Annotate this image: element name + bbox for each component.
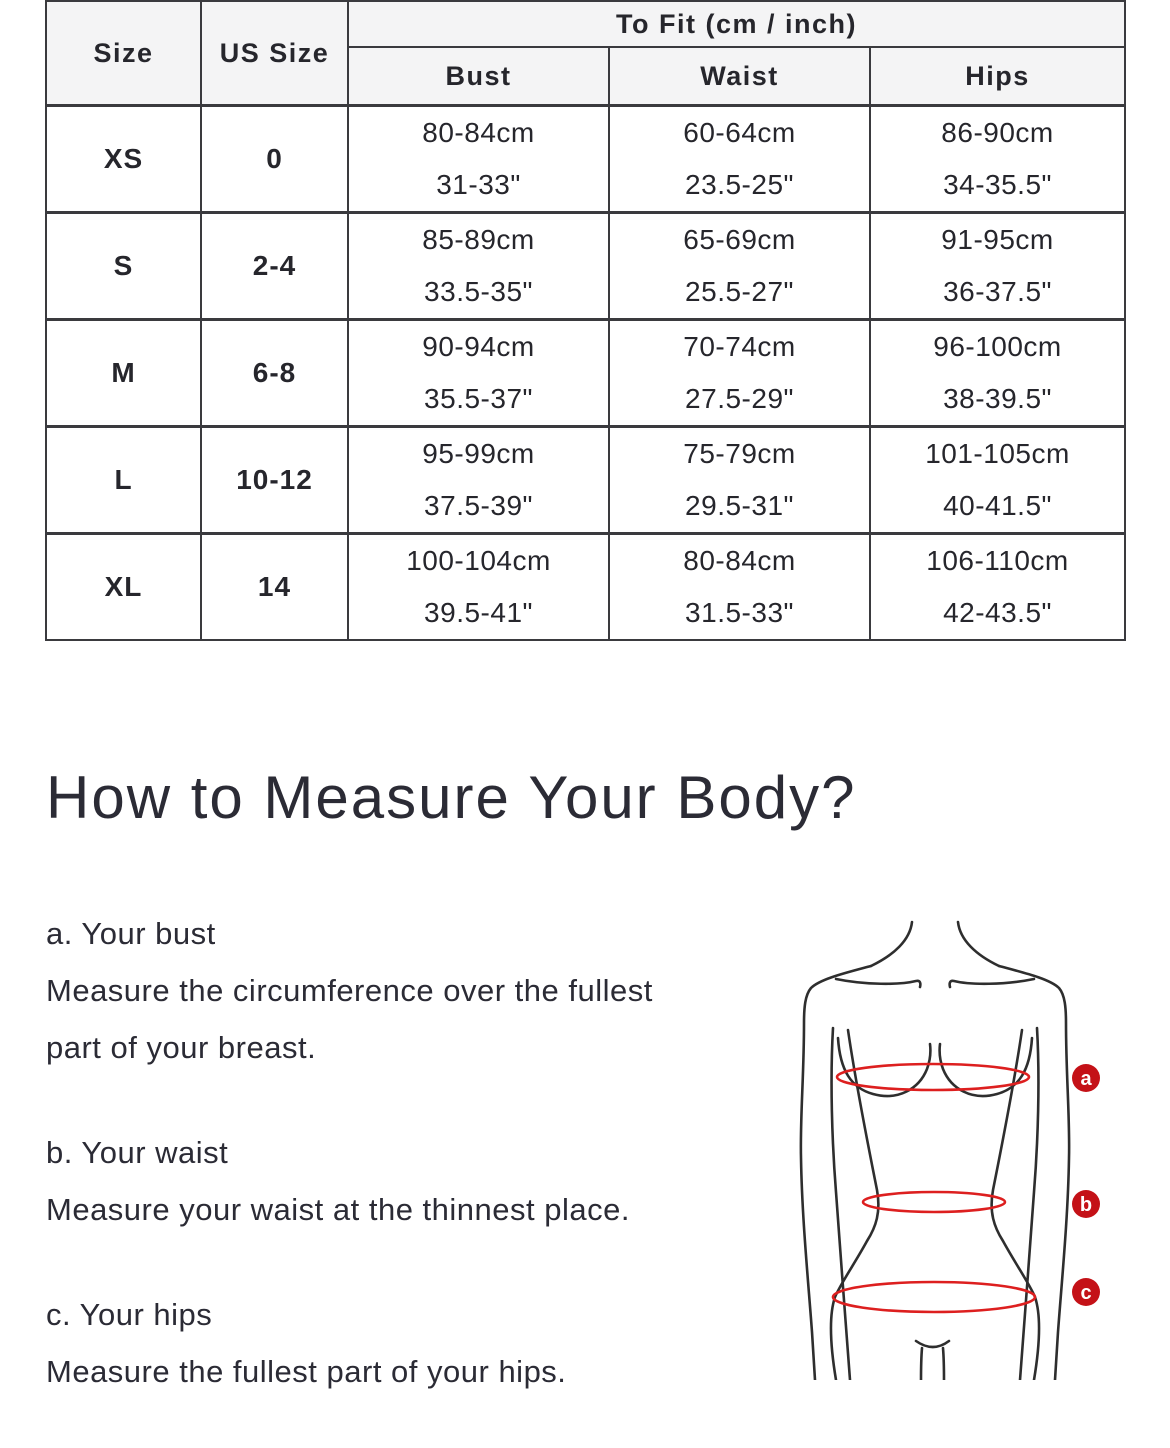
hips-badge: [1072, 1278, 1100, 1306]
us-size-cell: 6-8: [200, 318, 349, 428]
figure-badges: a b c: [1072, 1064, 1100, 1306]
hips-cell: 96-100cm 38-39.5": [868, 318, 1127, 428]
bust-inch: 33.5-35": [424, 276, 533, 307]
size-cell: M: [45, 318, 202, 428]
step-text: Measure your waist at the thinnest place…: [46, 1192, 630, 1227]
column-header-us-size: US Size: [200, 0, 349, 107]
hips-cm: 106-110cm: [926, 545, 1069, 576]
hips-inch: 38-39.5": [943, 383, 1052, 414]
table-row: L 10-12 95-99cm 37.5-39" 75-79cm 29.5-31"…: [45, 425, 1127, 535]
hips-measure-line: [831, 1280, 1037, 1314]
bust-inch: 39.5-41": [424, 597, 533, 628]
waist-cell: 65-69cm 25.5-27": [608, 211, 871, 321]
column-header-bust: Bust: [347, 46, 610, 107]
table-row: M 6-8 90-94cm 35.5-37" 70-74cm 27.5-29" 9…: [45, 318, 1127, 428]
bust-measure-line: [835, 1062, 1031, 1092]
bust-cm: 100-104cm: [406, 545, 551, 576]
table-row: XL 14 100-104cm 39.5-41" 80-84cm 31.5-33"…: [45, 532, 1127, 641]
us-size-cell: 0: [200, 104, 349, 214]
bust-inch: 37.5-39": [424, 490, 533, 521]
column-header-hips: Hips: [868, 46, 1127, 107]
measurement-lines: [831, 1062, 1037, 1314]
waist-cell: 80-84cm 31.5-33": [608, 532, 871, 641]
hips-cell: 91-95cm 36-37.5": [868, 211, 1127, 321]
bust-cm: 85-89cm: [422, 224, 535, 255]
column-header-size: Size: [45, 0, 202, 107]
bust-cell: 90-94cm 35.5-37": [347, 318, 610, 428]
step-title: a. Your bust: [46, 916, 216, 951]
bust-cm: 90-94cm: [422, 331, 535, 362]
waist-cell: 75-79cm 29.5-31": [608, 425, 871, 535]
hips-inch: 36-37.5": [943, 276, 1052, 307]
hips-inch: 34-35.5": [943, 169, 1052, 200]
waist-inch: 25.5-27": [685, 276, 794, 307]
waist-cm: 70-74cm: [683, 331, 796, 362]
measure-instructions: a. Your bust Measure the circumference ov…: [46, 905, 766, 1448]
waist-cm: 60-64cm: [683, 117, 796, 148]
waist-cm: 75-79cm: [683, 438, 796, 469]
bust-cell: 85-89cm 33.5-35": [347, 211, 610, 321]
page-title: How to Measure Your Body?: [46, 764, 857, 831]
measure-step: b. Your waist Measure your waist at the t…: [46, 1124, 766, 1238]
body-outline: [799, 920, 1071, 1382]
waist-cell: 60-64cm 23.5-25": [608, 104, 871, 214]
column-header-waist: Waist: [608, 46, 871, 107]
bust-cell: 80-84cm 31-33": [347, 104, 610, 214]
waist-inch: 23.5-25": [685, 169, 794, 200]
hips-inch: 40-41.5": [943, 490, 1052, 521]
bust-cell: 100-104cm 39.5-41": [347, 532, 610, 641]
hips-cm: 96-100cm: [933, 331, 1062, 362]
hips-badge-label: c: [1080, 1282, 1091, 1304]
step-text: part of your breast.: [46, 1030, 317, 1065]
hips-cm: 101-105cm: [925, 438, 1070, 469]
measure-step: a. Your bust Measure the circumference ov…: [46, 905, 766, 1076]
measure-step: c. Your hips Measure the fullest part of …: [46, 1286, 766, 1400]
body-outline-illustration: a b c: [799, 920, 1100, 1382]
size-cell: XS: [45, 104, 202, 214]
size-cell: S: [45, 211, 202, 321]
column-header-to-fit: To Fit (cm / inch): [346, 0, 1127, 48]
hips-cell: 86-90cm 34-35.5": [868, 104, 1127, 214]
waist-inch: 29.5-31": [685, 490, 794, 521]
waist-measure-line: [861, 1190, 1007, 1214]
waist-badge-label: b: [1080, 1194, 1092, 1216]
step-text: Measure the fullest part of your hips.: [46, 1354, 567, 1389]
bust-inch: 35.5-37": [424, 383, 533, 414]
bust-cell: 95-99cm 37.5-39": [347, 425, 610, 535]
hips-cm: 91-95cm: [941, 224, 1054, 255]
step-title: c. Your hips: [46, 1297, 213, 1332]
size-cell: L: [45, 425, 202, 535]
bust-inch: 31-33": [436, 169, 521, 200]
hips-cell: 101-105cm 40-41.5": [868, 425, 1127, 535]
hips-cell: 106-110cm 42-43.5": [868, 532, 1127, 641]
waist-inch: 31.5-33": [685, 597, 794, 628]
hips-inch: 42-43.5": [943, 597, 1052, 628]
waist-cm: 65-69cm: [683, 224, 796, 255]
table-row: S 2-4 85-89cm 33.5-35" 65-69cm 25.5-27" 9…: [45, 211, 1127, 321]
size-cell: XL: [45, 532, 202, 641]
waist-cell: 70-74cm 27.5-29": [608, 318, 871, 428]
body-measurement-figure: a b c: [780, 880, 1170, 1382]
bust-badge: [1072, 1064, 1100, 1092]
us-size-cell: 2-4: [200, 211, 349, 321]
waist-inch: 27.5-29": [685, 383, 794, 414]
us-size-cell: 10-12: [200, 425, 349, 535]
bust-cm: 80-84cm: [422, 117, 535, 148]
waist-cm: 80-84cm: [683, 545, 796, 576]
bust-cm: 95-99cm: [422, 438, 535, 469]
size-chart-table: Size US Size To Fit (cm / inch) Bust Wai…: [45, 0, 1127, 641]
us-size-cell: 14: [200, 532, 349, 641]
step-title: b. Your waist: [46, 1135, 229, 1170]
waist-badge: [1072, 1190, 1100, 1218]
hips-cm: 86-90cm: [941, 117, 1054, 148]
table-row: XS 0 80-84cm 31-33" 60-64cm 23.5-25" 86-9…: [45, 104, 1127, 214]
step-text: Measure the circumference over the fulle…: [46, 973, 653, 1008]
bust-badge-label: a: [1080, 1068, 1092, 1090]
